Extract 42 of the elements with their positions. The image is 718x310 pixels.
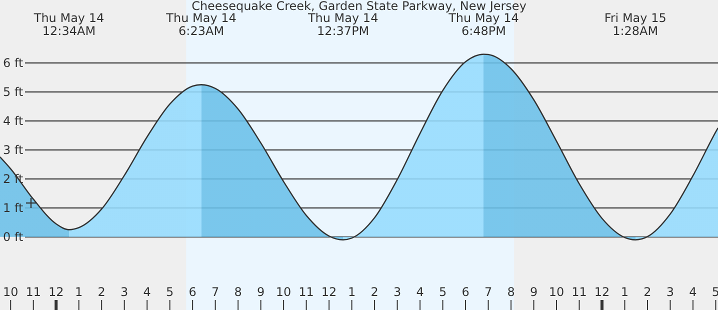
x-tick-label: 2 bbox=[98, 285, 106, 299]
annotation: Thu May 14 12:34AM bbox=[32, 11, 104, 38]
x-tick-label: 11 bbox=[298, 285, 314, 299]
x-tick-label: 12 bbox=[594, 285, 610, 299]
annotation: Thu May 14 6:48PM bbox=[448, 11, 519, 38]
x-tick-label: 9 bbox=[256, 285, 265, 299]
annotation: Fri May 15 1:28AM bbox=[604, 11, 666, 38]
x-tick-label: 7 bbox=[484, 285, 492, 299]
y-tick-label: 6 ft bbox=[3, 56, 24, 70]
x-tick-label: 3 bbox=[393, 285, 402, 299]
x-tick-label: 10 bbox=[2, 285, 18, 299]
y-tick-label: 1 ft bbox=[3, 200, 24, 215]
x-tick-label: 5 bbox=[438, 285, 447, 299]
x-tick-label: 4 bbox=[143, 285, 151, 299]
x-tick-label: 12 bbox=[321, 285, 337, 299]
annotation: Thu May 14 12:37PM bbox=[306, 11, 378, 38]
x-tick-label: 5 bbox=[166, 285, 174, 299]
x-tick-label: 1 bbox=[620, 285, 629, 299]
x-tick-label: 10 bbox=[276, 285, 292, 299]
x-tick-label: 4 bbox=[689, 285, 697, 299]
x-tick-label: 2 bbox=[644, 285, 652, 299]
y-tick-label: 4 ft bbox=[3, 114, 24, 128]
x-tick-label: 3 bbox=[120, 285, 128, 299]
y-tick-label: 3 ft bbox=[3, 142, 24, 157]
chart-title: Cheesequake Creek, Garden State Parkway, New Jersey bbox=[192, 0, 526, 13]
x-tick-label: 6 bbox=[188, 285, 196, 299]
annotation: Thu May 14 6:23AM bbox=[165, 11, 236, 38]
x-tick-label: 1 bbox=[75, 285, 83, 299]
x-tick-label: 8 bbox=[234, 285, 242, 299]
x-tick-label: 3 bbox=[666, 285, 674, 299]
x-tick-label: 2 bbox=[370, 285, 378, 299]
x-tick-label: 6 bbox=[462, 285, 470, 299]
x-tick-label: 12 bbox=[48, 285, 64, 299]
x-tick-label: 8 bbox=[507, 285, 515, 299]
x-tick-label: 10 bbox=[548, 285, 564, 299]
x-tick-label: 9 bbox=[530, 285, 538, 299]
x-tick-label: 11 bbox=[572, 285, 587, 299]
x-tick-label: 11 bbox=[26, 285, 41, 299]
x-tick-label: 7 bbox=[212, 285, 220, 299]
x-tick-label: 4 bbox=[416, 285, 424, 299]
y-tick-label: 5 ft bbox=[3, 84, 24, 99]
x-tick-label: 1 bbox=[348, 285, 356, 299]
